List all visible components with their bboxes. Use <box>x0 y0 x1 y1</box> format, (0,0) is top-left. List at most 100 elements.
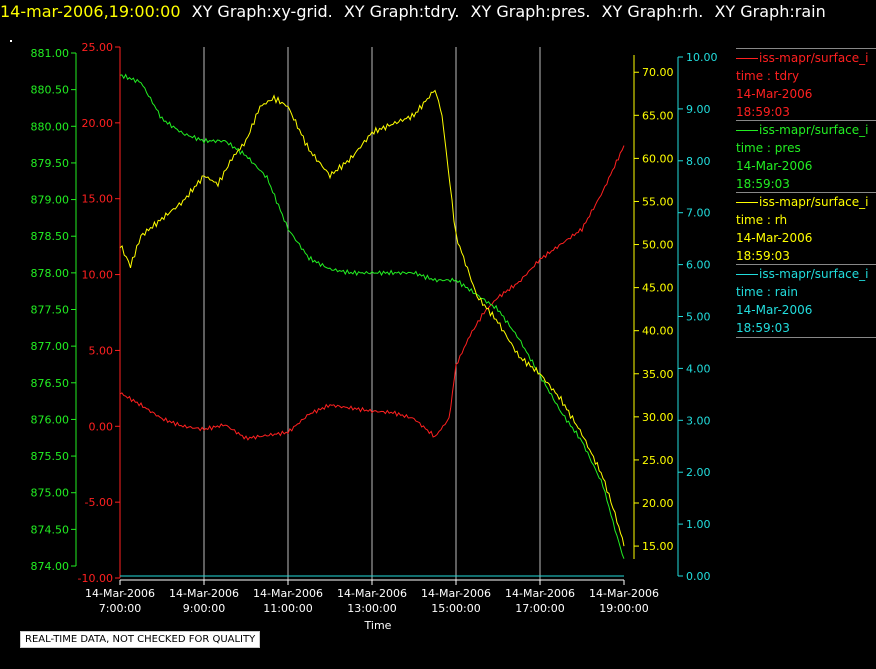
rh-tick-label: 70.00 <box>642 66 674 79</box>
legend-source-text: iss-mapr/surface_i <box>759 195 869 209</box>
x-tick-label-time: 17:00:00 <box>515 602 564 615</box>
pres-tick-label: 876.50 <box>31 377 70 390</box>
x-tick-label-date: 14-Mar-2006 <box>421 587 491 600</box>
rain-tick-label: 5.00 <box>686 311 711 324</box>
legend-date: 14-Mar-2006 <box>736 159 813 173</box>
rh-tick-label: 50.00 <box>642 239 674 252</box>
pres-tick-label: 875.00 <box>31 487 70 500</box>
legend-time: 18:59:03 <box>736 105 790 119</box>
legend-entry-tdry: iss-mapr/surface_i time : tdry 14-Mar-20… <box>736 48 876 121</box>
tdry-tick-label: 10.00 <box>82 269 114 282</box>
rain-tick-label: 7.00 <box>686 207 711 220</box>
legend-var: time : rain <box>736 285 799 299</box>
legend-line-swatch <box>736 130 758 131</box>
rh-tick-label: 40.00 <box>642 325 674 338</box>
legend-line-swatch <box>736 202 758 203</box>
x-axis-label: Time <box>364 619 392 632</box>
legend-line-swatch <box>736 58 758 59</box>
pres-tick-label: 880.00 <box>31 120 70 133</box>
x-tick-label-date: 14-Mar-2006 <box>85 587 155 600</box>
legend-time: 18:59:03 <box>736 177 790 191</box>
legend-separator <box>736 264 876 265</box>
pres-tick-label: 876.00 <box>31 413 70 426</box>
legend-separator <box>736 192 876 193</box>
pres-tick-label: 878.00 <box>31 267 70 280</box>
rain-tick-label: 4.00 <box>686 362 711 375</box>
pres-tick-label: 877.00 <box>31 340 70 353</box>
rh-tick-label: 60.00 <box>642 152 674 165</box>
pres-tick-label: 881.00 <box>31 47 70 60</box>
x-tick-label-date: 14-Mar-2006 <box>589 587 659 600</box>
pres-tick-label: 879.00 <box>31 194 70 207</box>
tdry-tick-label: 25.00 <box>82 41 114 54</box>
pres-tick-label: 878.50 <box>31 230 70 243</box>
tdry-tick-label: 0.00 <box>89 420 114 433</box>
rh-tick-label: 25.00 <box>642 454 674 467</box>
legend-var: time : pres <box>736 141 801 155</box>
pres-tick-label: 874.50 <box>31 523 70 536</box>
timestamp-title: 14-mar-2006,19:00:00 <box>0 2 181 21</box>
legend-date: 14-Mar-2006 <box>736 231 813 245</box>
legend-entry-rain: iss-mapr/surface_i time : rain 14-Mar-20… <box>736 264 876 338</box>
legend-date: 14-Mar-2006 <box>736 303 813 317</box>
legend-time: 18:59:03 <box>736 249 790 263</box>
legend-separator <box>736 120 876 121</box>
legend-var: time : rh <box>736 213 788 227</box>
graph-title-tdry: XY Graph:tdry. <box>343 2 460 21</box>
legend-var: time : tdry <box>736 69 800 83</box>
pres-tick-label: 874.00 <box>31 560 70 573</box>
rain-tick-label: 8.00 <box>686 155 711 168</box>
rh-tick-label: 35.00 <box>642 368 674 381</box>
decorative-dot <box>10 40 12 42</box>
graph-title-rain: XY Graph:rain <box>714 2 826 21</box>
series-line-rh <box>119 89 625 547</box>
rain-tick-label: 6.00 <box>686 259 711 272</box>
graph-title-pres: XY Graph:pres. <box>470 2 591 21</box>
graph-title-xy-grid: XY Graph:xy-grid. <box>191 2 333 21</box>
quality-notice: REAL-TIME DATA, NOT CHECKED FOR QUALITY <box>20 631 261 648</box>
x-tick-label-date: 14-Mar-2006 <box>505 587 575 600</box>
tdry-tick-label: 20.00 <box>82 117 114 130</box>
rain-tick-label: 10.00 <box>686 51 718 64</box>
x-tick-label-date: 14-Mar-2006 <box>169 587 239 600</box>
rh-tick-label: 15.00 <box>642 540 674 553</box>
legend-line-swatch <box>736 274 758 275</box>
tdry-tick-label: -10.00 <box>78 572 113 585</box>
legend-source: iss-mapr/surface_i <box>736 49 876 67</box>
rain-tick-label: 9.00 <box>686 103 711 116</box>
rain-tick-label: 3.00 <box>686 414 711 427</box>
rh-tick-label: 55.00 <box>642 195 674 208</box>
pres-tick-label: 877.50 <box>31 304 70 317</box>
legend-date: 14-Mar-2006 <box>736 87 813 101</box>
pres-tick-label: 880.50 <box>31 84 70 97</box>
x-tick-label-time: 19:00:00 <box>599 602 648 615</box>
legend-entry-pres: iss-mapr/surface_i time : pres 14-Mar-20… <box>736 120 876 193</box>
x-tick-label-date: 14-Mar-2006 <box>253 587 323 600</box>
x-tick-label-time: 15:00:00 <box>431 602 480 615</box>
rh-tick-label: 20.00 <box>642 497 674 510</box>
legend-time: 18:59:03 <box>736 321 790 335</box>
rh-tick-label: 30.00 <box>642 411 674 424</box>
rain-tick-label: 1.00 <box>686 518 711 531</box>
x-tick-label-date: 14-Mar-2006 <box>337 587 407 600</box>
legend-source: iss-mapr/surface_i <box>736 265 876 283</box>
pres-tick-label: 879.50 <box>31 157 70 170</box>
legend-separator <box>736 337 876 338</box>
tdry-tick-label: 15.00 <box>82 193 114 206</box>
legend-separator <box>736 48 876 49</box>
tdry-tick-label: -5.00 <box>85 496 113 509</box>
chart-header: 14-mar-2006,19:00:00 XY Graph:xy-grid. X… <box>0 2 826 24</box>
rain-tick-label: 0.00 <box>686 570 711 583</box>
x-tick-label-time: 11:00:00 <box>263 602 312 615</box>
legend-source-text: iss-mapr/surface_i <box>759 51 869 65</box>
series-line-tdry <box>119 145 625 441</box>
x-tick-label-time: 13:00:00 <box>347 602 396 615</box>
legend-entry-rh: iss-mapr/surface_i time : rh 14-Mar-2006… <box>736 192 876 265</box>
tdry-tick-label: 5.00 <box>89 344 114 357</box>
legend-source: iss-mapr/surface_i <box>736 193 876 211</box>
legend-source-text: iss-mapr/surface_i <box>759 123 869 137</box>
rh-tick-label: 65.00 <box>642 109 674 122</box>
legend-source-text: iss-mapr/surface_i <box>759 267 869 281</box>
legend-source: iss-mapr/surface_i <box>736 121 876 139</box>
